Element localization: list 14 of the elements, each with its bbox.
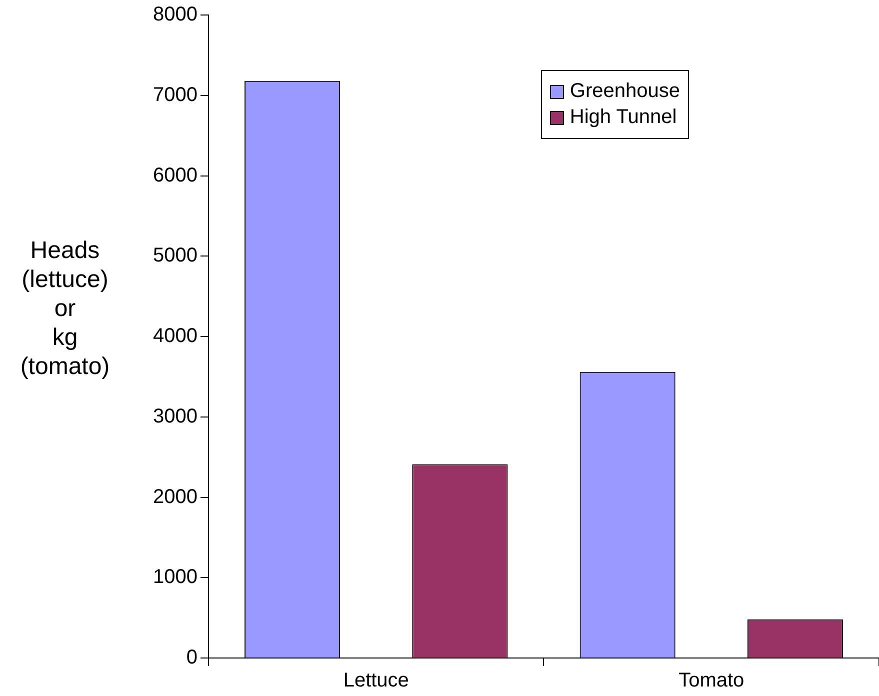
legend-label: Greenhouse	[570, 80, 680, 103]
x-tick-label: Lettuce	[343, 670, 409, 692]
x-tick-label: Tomato	[678, 670, 744, 692]
y-tick-label: 2000	[152, 486, 198, 508]
y-tick-label: 0	[186, 646, 198, 669]
y-tick-label: 3000	[152, 405, 198, 428]
y-axis-title: Heads (lettuce) or kg (tomato)	[20, 236, 110, 381]
y-tick-label: 1000	[152, 566, 198, 588]
legend-label: High Tunnel	[570, 106, 677, 129]
y-tick-label: 5000	[152, 244, 198, 267]
y-tick-label: 4000	[152, 325, 198, 348]
y-tick-label: 8000	[152, 4, 198, 26]
y-tick-label: 6000	[152, 164, 198, 186]
y-tick-label: 7000	[152, 84, 198, 106]
